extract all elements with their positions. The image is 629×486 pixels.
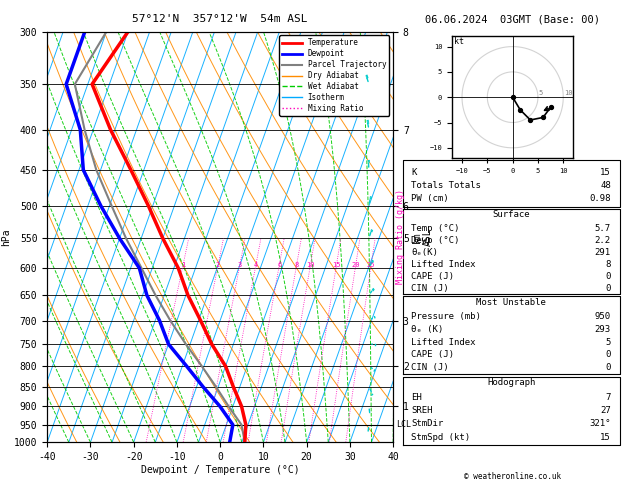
Text: 2.2: 2.2 [595,236,611,245]
Text: 06.06.2024  03GMT (Base: 00): 06.06.2024 03GMT (Base: 00) [425,14,600,24]
Text: Most Unstable: Most Unstable [476,298,546,307]
Text: θₑ (K): θₑ (K) [411,325,443,334]
Text: CAPE (J): CAPE (J) [411,272,454,281]
Text: CIN (J): CIN (J) [411,363,449,372]
Text: 6: 6 [277,262,281,268]
Text: 10: 10 [306,262,314,268]
Text: 0: 0 [606,272,611,281]
Text: Lifted Index: Lifted Index [411,338,476,347]
Text: 8: 8 [294,262,299,268]
Point [538,114,548,122]
Text: 321°: 321° [589,419,611,429]
Text: 950: 950 [595,312,611,321]
Text: 48: 48 [600,181,611,190]
Text: 0: 0 [606,363,611,372]
Text: kt: kt [454,37,464,46]
Text: 0: 0 [606,284,611,293]
Text: StmDir: StmDir [411,419,443,429]
Text: 0.98: 0.98 [589,194,611,203]
Text: CIN (J): CIN (J) [411,284,449,293]
Text: 5: 5 [606,338,611,347]
Text: Mixing Ratio (g/kg): Mixing Ratio (g/kg) [396,190,405,284]
Point [525,116,535,124]
Text: 5: 5 [539,90,543,96]
Text: Lifted Index: Lifted Index [411,260,476,269]
Text: 0: 0 [606,350,611,360]
Text: 5.7: 5.7 [595,225,611,233]
Legend: Temperature, Dewpoint, Parcel Trajectory, Dry Adiabat, Wet Adiabat, Isotherm, Mi: Temperature, Dewpoint, Parcel Trajectory… [279,35,389,116]
Text: 57°12'N  357°12'W  54m ASL: 57°12'N 357°12'W 54m ASL [132,14,308,24]
Text: 8: 8 [606,260,611,269]
Text: 1: 1 [181,262,185,268]
Text: 291: 291 [595,248,611,257]
Text: 2: 2 [216,262,220,268]
Text: SREH: SREH [411,406,433,415]
Text: K: K [411,168,416,177]
Text: Temp (°C): Temp (°C) [411,225,460,233]
Text: Pressure (mb): Pressure (mb) [411,312,481,321]
Text: CAPE (J): CAPE (J) [411,350,454,360]
Text: PW (cm): PW (cm) [411,194,449,203]
Text: Totals Totals: Totals Totals [411,181,481,190]
Text: © weatheronline.co.uk: © weatheronline.co.uk [464,472,561,481]
Text: 20: 20 [352,262,360,268]
Text: 15: 15 [600,168,611,177]
Text: 27: 27 [600,406,611,415]
Text: StmSpd (kt): StmSpd (kt) [411,433,470,442]
Point [508,93,518,101]
Text: Dewp (°C): Dewp (°C) [411,236,460,245]
Point [545,104,555,111]
Text: θₑ(K): θₑ(K) [411,248,438,257]
Y-axis label: km
ASL: km ASL [411,228,433,246]
Point [515,106,525,114]
Text: 10: 10 [564,90,573,96]
Text: EH: EH [411,393,422,402]
Text: 15: 15 [600,433,611,442]
Text: LCL: LCL [397,420,411,429]
X-axis label: Dewpoint / Temperature (°C): Dewpoint / Temperature (°C) [141,465,299,475]
Y-axis label: hPa: hPa [1,228,11,246]
Text: 293: 293 [595,325,611,334]
Text: Surface: Surface [493,210,530,219]
Text: 25: 25 [367,262,376,268]
Text: 4: 4 [253,262,258,268]
Text: Hodograph: Hodograph [487,378,535,387]
Text: 3: 3 [238,262,242,268]
Text: 15: 15 [332,262,341,268]
Text: 7: 7 [606,393,611,402]
